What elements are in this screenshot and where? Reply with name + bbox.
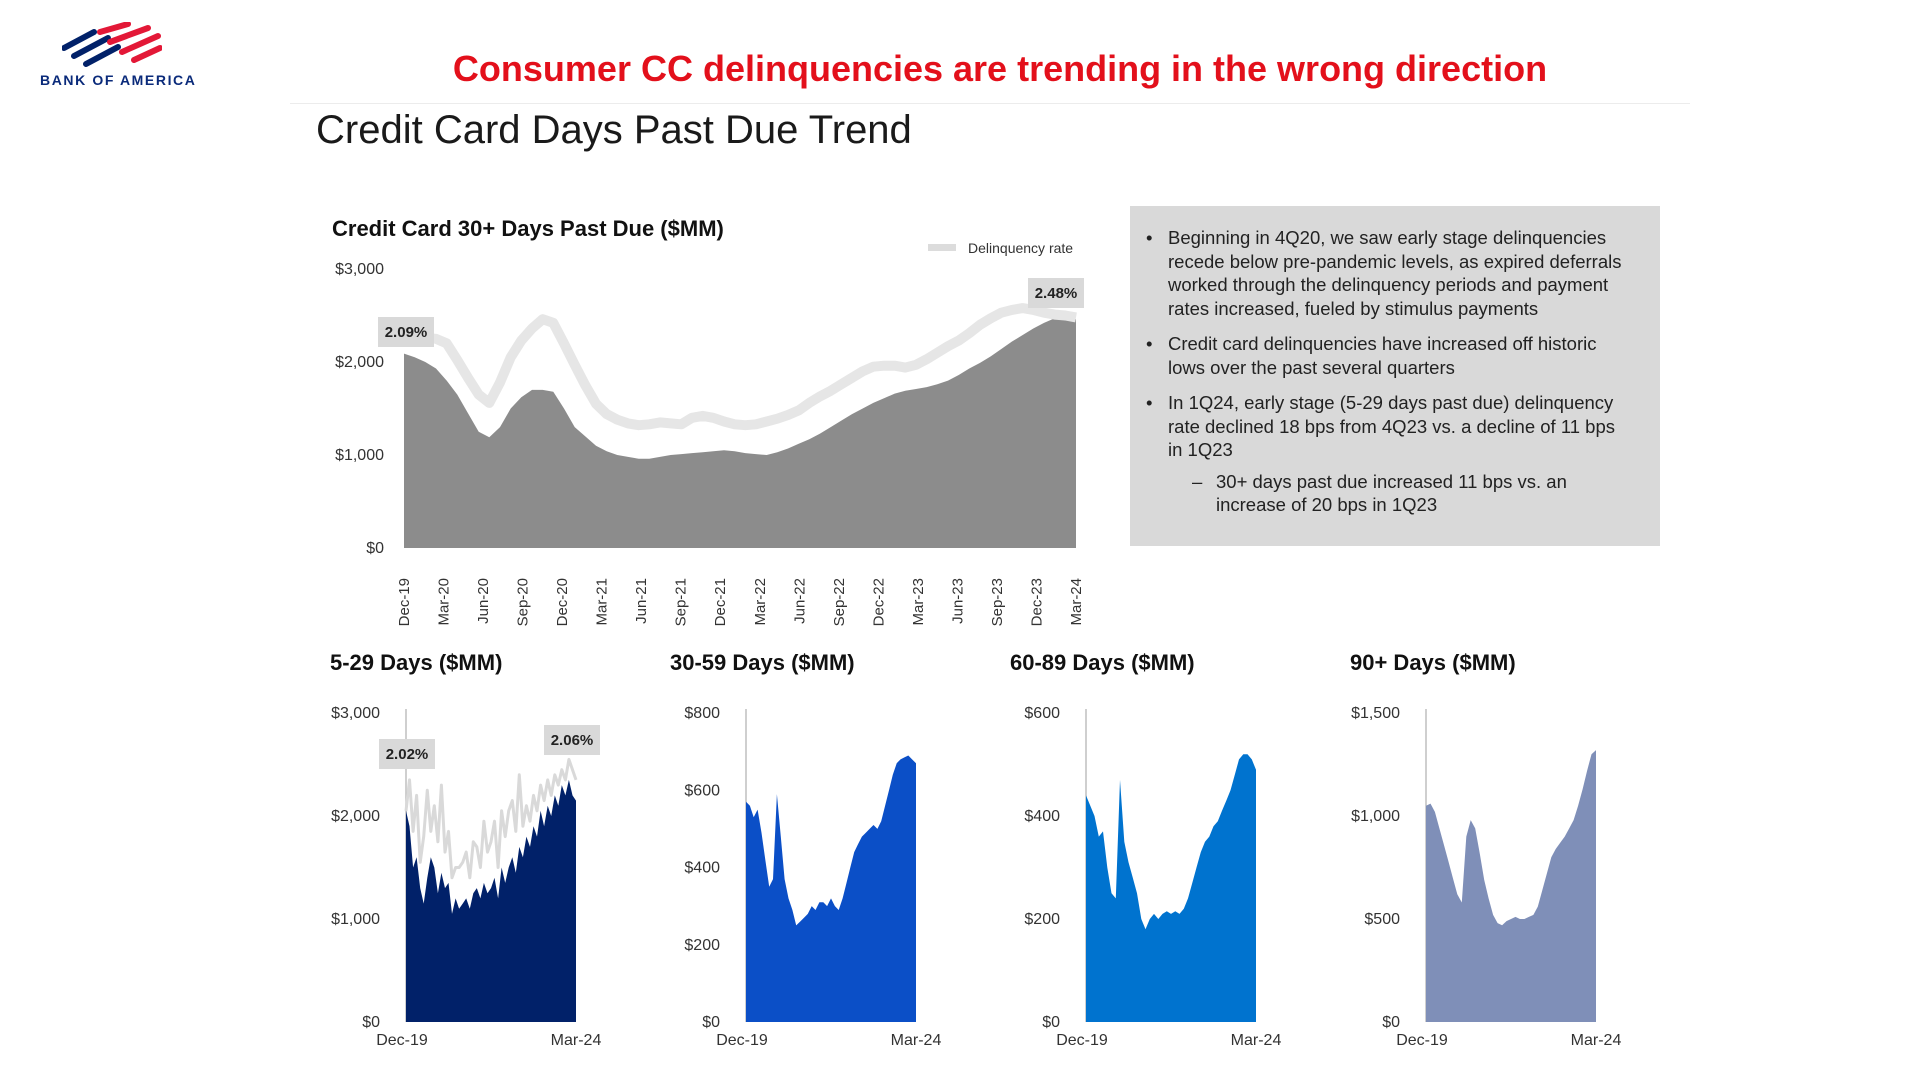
x-tick-label: Jun-23 — [949, 578, 966, 624]
y-tick-label: $1,000 — [331, 911, 380, 928]
x-tick-label: Sep-23 — [989, 578, 1006, 626]
y-tick-label: $1,000 — [1351, 808, 1400, 825]
x-tick-label: Mar-24 — [1231, 1032, 1282, 1049]
x-tick-label: Jun-20 — [475, 578, 492, 624]
x-tick-label: Mar-20 — [436, 578, 453, 626]
rate-label: 2.09% — [385, 324, 428, 341]
y-tick-label: $2,000 — [335, 354, 384, 371]
y-tick-label: $400 — [684, 860, 720, 877]
note-sub-bullet: 30+ days past due increased 11 bps vs. a… — [1144, 470, 1634, 517]
y-tick-label: $0 — [366, 540, 384, 557]
y-tick-label: $200 — [1024, 911, 1060, 928]
dollar-area — [406, 779, 576, 1022]
chart-title: 5-29 Days ($MM) — [330, 650, 502, 675]
x-tick-label: Dec-19 — [1056, 1032, 1108, 1049]
chart-title: 60-89 Days ($MM) — [1010, 650, 1195, 675]
y-tick-label: $200 — [684, 937, 720, 954]
delinquency-rate-line — [404, 757, 578, 880]
chart-30-59-days: 30-59 Days ($MM) $800 $600 $400 $200 $0Dec-19… — [670, 650, 942, 1049]
y-tick-label: $0 — [362, 1014, 380, 1031]
x-tick-label: Dec-19 — [376, 1032, 428, 1049]
x-tick-label: Sep-21 — [673, 578, 690, 626]
y-tick-label: $2,000 — [331, 808, 380, 825]
x-tick-label: Mar-22 — [752, 578, 769, 626]
x-tick-label: Mar-23 — [910, 578, 927, 626]
x-tick-label: Mar-21 — [594, 578, 611, 626]
page-title: Credit Card Days Past Due Trend — [316, 108, 912, 152]
x-tick-label: Jun-22 — [791, 578, 808, 624]
x-tick-label: Dec-22 — [870, 578, 887, 626]
x-tick-label: Dec-21 — [712, 578, 729, 626]
rate-label-bg — [378, 317, 434, 347]
x-tick-label: Mar-24 — [551, 1032, 602, 1049]
main-chart: Credit Card 30+ Days Past Due ($MM) Delin… — [332, 216, 1085, 626]
rate-label: 2.02% — [386, 746, 429, 763]
note-bullet: Credit card delinquencies have increased… — [1144, 332, 1634, 379]
rate-label: 2.06% — [551, 732, 594, 749]
legend-label: Delinquency rate — [968, 240, 1073, 256]
legend-swatch — [928, 244, 956, 251]
y-tick-label: $500 — [1364, 911, 1400, 928]
bank-of-america-logo: BANK OF AMERICA — [40, 22, 220, 88]
y-tick-label: $1,000 — [335, 447, 384, 464]
brand-name: BANK OF AMERICA — [40, 72, 197, 88]
dollar-area — [746, 755, 916, 1022]
y-tick-label: $1,500 — [1351, 705, 1400, 722]
dollar-area — [1086, 754, 1256, 1022]
y-tick-label: $0 — [1382, 1014, 1400, 1031]
x-tick-label: Dec-20 — [554, 578, 571, 626]
chart-title: 90+ Days ($MM) — [1350, 650, 1516, 675]
x-tick-label: Dec-19 — [716, 1032, 768, 1049]
title-divider — [290, 103, 1690, 104]
y-tick-label: $600 — [684, 782, 720, 799]
note-bullet: In 1Q24, early stage (5-29 days past due… — [1144, 391, 1634, 462]
rate-label-bg — [1028, 278, 1084, 308]
chart-title: Credit Card 30+ Days Past Due ($MM) — [332, 216, 724, 241]
y-tick-label: $0 — [1042, 1014, 1060, 1031]
x-tick-label: Sep-22 — [831, 578, 848, 626]
rate-label-bg — [544, 725, 600, 755]
y-tick-label: $400 — [1024, 808, 1060, 825]
note-bullet: Beginning in 4Q20, we saw early stage de… — [1144, 226, 1634, 320]
flag-icon — [62, 22, 162, 67]
chart-title: 30-59 Days ($MM) — [670, 650, 855, 675]
chart-5-29-days: 5-29 Days ($MM) $3,000 $2,000 $1,000 $0Dec-1… — [330, 650, 602, 1049]
y-tick-label: $800 — [684, 705, 720, 722]
y-tick-label: $0 — [702, 1014, 720, 1031]
x-tick-label: Jun-21 — [633, 578, 650, 624]
x-tick-label: Mar-24 — [1571, 1032, 1622, 1049]
x-tick-label: Dec-19 — [396, 578, 413, 626]
x-tick-label: Mar-24 — [891, 1032, 942, 1049]
delinquency-rate-line — [404, 303, 1077, 431]
rate-label: 2.48% — [1035, 285, 1078, 302]
dollar-area — [1426, 750, 1596, 1022]
notes-box: Beginning in 4Q20, we saw early stage de… — [1130, 206, 1660, 546]
rate-label-bg — [379, 739, 435, 769]
x-tick-label: Dec-23 — [1028, 578, 1045, 626]
y-tick-label: $600 — [1024, 705, 1060, 722]
x-tick-label: Sep-20 — [515, 578, 532, 626]
y-tick-label: $3,000 — [331, 705, 380, 722]
dollar-area — [404, 317, 1076, 548]
x-tick-label: Mar-24 — [1068, 578, 1085, 626]
headline: Consumer CC delinquencies are trending i… — [452, 48, 1548, 89]
x-tick-label: Dec-19 — [1396, 1032, 1448, 1049]
y-tick-label: $3,000 — [335, 261, 384, 278]
